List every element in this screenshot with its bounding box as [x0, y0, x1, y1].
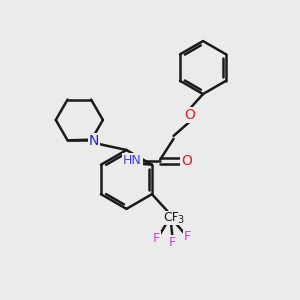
Text: CF: CF: [163, 211, 179, 224]
Text: F: F: [153, 232, 160, 245]
Text: HN: HN: [123, 154, 142, 167]
Text: F: F: [184, 230, 191, 243]
Text: F: F: [169, 236, 176, 249]
Text: O: O: [184, 108, 195, 122]
Text: O: O: [182, 154, 192, 168]
Text: N: N: [89, 134, 99, 148]
Text: 3: 3: [177, 215, 183, 225]
